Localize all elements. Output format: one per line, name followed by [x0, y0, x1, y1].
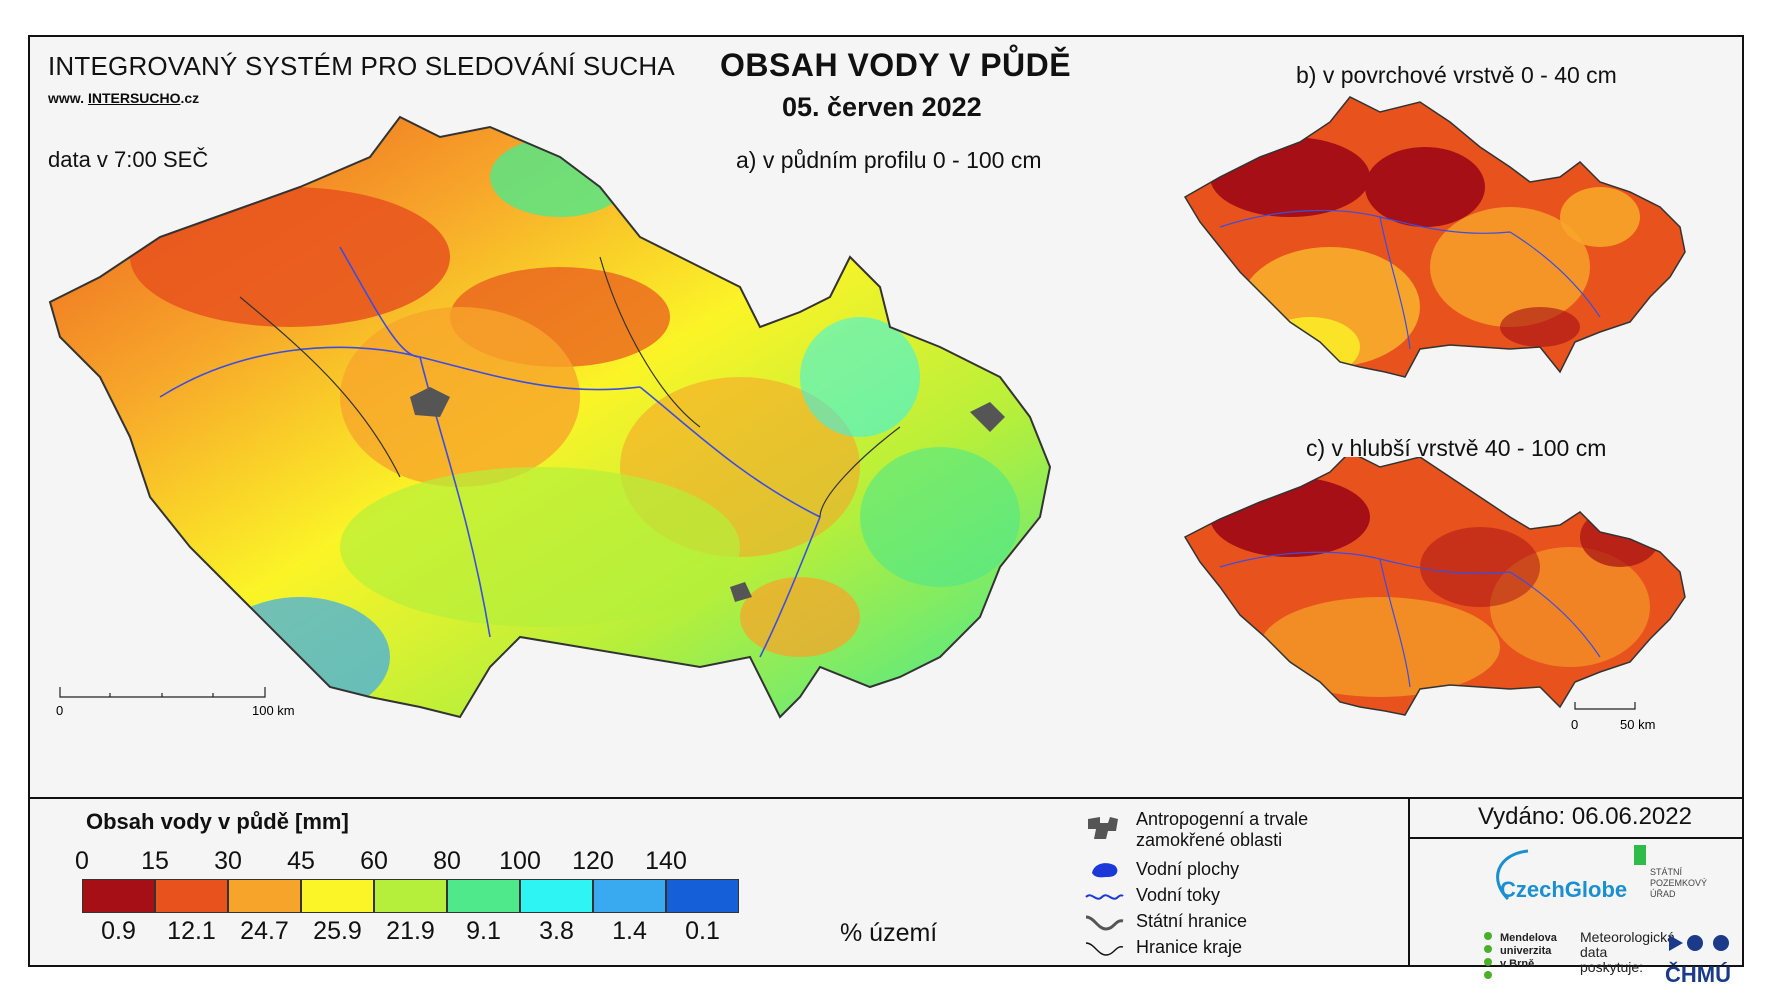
legend-water-bodies: Vodní plochy	[1092, 859, 1240, 880]
divider-vertical	[1408, 799, 1410, 965]
legend-class-box	[228, 879, 301, 913]
legend-rivers-label: Vodní toky	[1136, 885, 1221, 905]
scale-c-end: 50 km	[1620, 717, 1655, 732]
legend-class-box	[666, 879, 739, 913]
legend-class-pct: 25.9	[313, 917, 362, 945]
met-data-text: Meteorologická data poskytuje:	[1580, 929, 1675, 975]
legend-class-box	[520, 879, 593, 913]
legend-tick-label: 120	[572, 847, 614, 875]
legend-water-bodies-label: Vodní plochy	[1136, 859, 1240, 879]
legend-class-pct: 1.4	[612, 917, 647, 945]
map-frame: INTEGROVANÝ SYSTÉM PRO SLEDOVÁNÍ SUCHA w…	[28, 35, 1744, 987]
divider-horizontal	[30, 797, 1742, 799]
legend-class-box	[155, 879, 228, 913]
legend-tick-label: 0	[75, 847, 89, 875]
legend-class-box	[447, 879, 520, 913]
maps-area: INTEGROVANÝ SYSTÉM PRO SLEDOVÁNÍ SUCHA w…	[30, 37, 1742, 797]
website-url[interactable]: www. INTERSUCHO.cz	[48, 90, 199, 106]
spu-logo-icon	[1634, 845, 1646, 865]
pct-unit: % území	[840, 919, 938, 947]
legend-class-pct: 3.8	[539, 917, 574, 945]
czechglobe-arc-icon	[1496, 849, 1529, 901]
chmu-symbol-icon	[1665, 931, 1735, 960]
mendel-dots-icon	[1482, 930, 1496, 985]
legend-class-pct: 0.1	[685, 917, 720, 945]
map-a-soil-profile: 0 100 km	[48, 115, 1052, 719]
legend-class-pct: 9.1	[466, 917, 501, 945]
map-a-label: a) v půdním profilu 0 - 100 cm	[736, 147, 1042, 173]
scale-bar-a: 0 100 km	[56, 687, 295, 718]
legend-class-pct: 21.9	[386, 917, 435, 945]
region-border-icon	[1085, 942, 1124, 956]
legend-tick-label: 60	[360, 847, 388, 875]
river-icon	[1085, 894, 1124, 900]
scale-a-end: 100 km	[252, 703, 295, 718]
legend-state-border: Státní hranice	[1085, 911, 1248, 932]
system-title: INTEGROVANÝ SYSTÉM PRO SLEDOVÁNÍ SUCHA	[48, 51, 675, 81]
url-brand: INTERSUCHO	[87, 90, 181, 106]
legend-class-box	[301, 879, 374, 913]
scale-bar-c: 0 50 km	[1571, 702, 1655, 732]
map-c-label: c) v hlubší vrstvě 40 - 100 cm	[1306, 435, 1607, 461]
legend-anthropogenic-label: Antropogenní a trvale zamokřené oblasti	[1136, 809, 1309, 850]
map-c-deeper-layer: 0 50 km	[1183, 457, 1686, 732]
legend-tick-label: 30	[214, 847, 242, 875]
legend-class-box	[374, 879, 447, 913]
main-date: 05. červen 2022	[782, 92, 982, 122]
scale-a-zero: 0	[56, 703, 63, 718]
legend-class-pct: 24.7	[240, 917, 289, 945]
legend-region-border-label: Hranice kraje	[1136, 937, 1243, 957]
chmu-text: ČHMÚ	[1665, 962, 1731, 987]
main-title: OBSAH VODY V PŮDĚ	[720, 47, 1072, 83]
legend-tick-label: 100	[499, 847, 541, 875]
divider-issued	[1410, 837, 1742, 839]
legend-class-box	[593, 879, 666, 913]
state-border-icon	[1085, 915, 1124, 931]
legend-class-box	[82, 879, 155, 913]
legend-rivers: Vodní toky	[1085, 885, 1221, 906]
url-suffix: .cz	[180, 90, 200, 106]
legend-tick-label: 80	[433, 847, 461, 875]
url-prefix: www.	[48, 90, 85, 106]
spu-logo-text: STÁTNÍ POZEMKOVÝ ÚŘAD	[1650, 867, 1708, 899]
water-body-icon	[1092, 863, 1118, 878]
legend-class-pct: 0.9	[101, 917, 136, 945]
legend-state-border-label: Státní hranice	[1136, 911, 1248, 931]
czechglobe-text: CzechGlobe	[1500, 877, 1628, 902]
legend-tick-label: 45	[287, 847, 315, 875]
anthropogenic-area-icon	[1088, 817, 1118, 839]
issued-date: Vydáno: 06.06.2022	[1478, 803, 1692, 830]
legend-class-pct: 12.1	[167, 917, 216, 945]
scale-c-zero: 0	[1571, 717, 1578, 732]
map-b-label: b) v povrchové vrstvě 0 - 40 cm	[1296, 62, 1617, 88]
data-time: data v 7:00 SEČ	[48, 147, 209, 172]
czechglobe-logo	[1488, 849, 1638, 914]
legend-tick-label: 140	[645, 847, 687, 875]
legend-region-border: Hranice kraje	[1085, 937, 1243, 958]
legend-anthropogenic: Antropogenní a trvale zamokřené oblasti	[1088, 809, 1309, 851]
map-b-surface-layer	[1183, 96, 1686, 378]
legend-tick-label: 15	[141, 847, 169, 875]
legend-title: Obsah vody v půdě [mm]	[86, 809, 349, 834]
mendel-logo-text: Mendelova univerzita v Brně	[1500, 932, 1557, 970]
